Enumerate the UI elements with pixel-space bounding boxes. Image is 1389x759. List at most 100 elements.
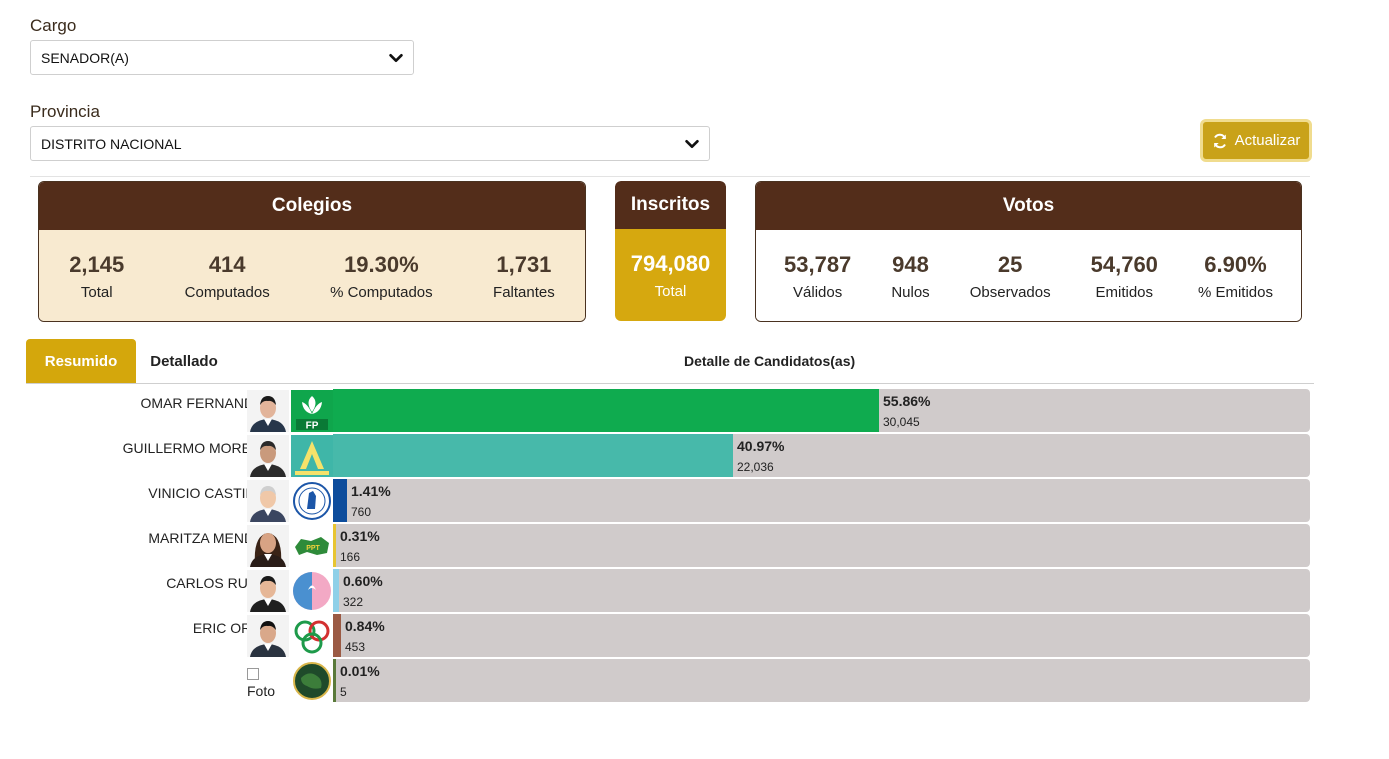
candidate-name: OMAR FERNANDEZ bbox=[140, 395, 272, 411]
candidate-row: GUILLERMO MORENO 40.97% 22,036 bbox=[40, 434, 1310, 478]
vote-count: 322 bbox=[343, 595, 364, 609]
candidate-row: VINICIO CASTILLO 1.41% 760 bbox=[40, 479, 1310, 523]
vote-bar-fill bbox=[333, 434, 733, 477]
stat-value: 25 bbox=[997, 251, 1023, 277]
vote-percentage: 40.97% bbox=[737, 438, 785, 454]
vote-bar-fill bbox=[333, 569, 339, 612]
colegios-title: Colegios bbox=[39, 182, 585, 230]
stat-label: Total bbox=[80, 283, 113, 301]
candidate-row: CARLOS RUBIO 0.60% 322 bbox=[40, 569, 1310, 613]
vote-bar-fill bbox=[333, 614, 341, 657]
votos-nulos-stat: 948 Nulos bbox=[891, 252, 929, 301]
stat-label: Computados bbox=[184, 283, 270, 301]
candidate-photo bbox=[247, 435, 289, 477]
globe-party-logo-icon bbox=[291, 660, 333, 702]
divider bbox=[30, 176, 1310, 177]
stat-value: 2,145 bbox=[69, 251, 125, 277]
chevron-down-icon bbox=[389, 53, 403, 63]
actualizar-label: Actualizar bbox=[1234, 132, 1301, 149]
svg-text:PPT: PPT bbox=[306, 545, 320, 552]
provincia-select[interactable]: DISTRITO NACIONAL bbox=[30, 126, 710, 161]
votos-emitidos-stat: 54,760 Emitidos bbox=[1091, 252, 1158, 301]
candidate-photo bbox=[247, 570, 289, 612]
vote-percentage: 55.86% bbox=[883, 393, 931, 409]
vote-percentage: 1.41% bbox=[351, 483, 391, 499]
stat-label: Nulos bbox=[891, 283, 930, 301]
detalle-candidatos-title: Detalle de Candidatos(as) bbox=[684, 353, 856, 369]
colegios-total-stat: 2,145 Total bbox=[69, 252, 124, 301]
vote-bar-track bbox=[333, 479, 1310, 522]
stat-label: Faltantes bbox=[493, 283, 555, 301]
stat-label: Observados bbox=[969, 283, 1051, 301]
stat-value: 1,731 bbox=[496, 251, 552, 277]
candidate-photo-broken: Foto bbox=[247, 660, 289, 702]
candidate-row: Foto 0.01% 5 bbox=[40, 659, 1310, 703]
refresh-icon bbox=[1213, 133, 1226, 148]
vote-count: 453 bbox=[345, 640, 366, 654]
votos-title: Votos bbox=[756, 182, 1301, 230]
votos-validos-stat: 53,787 Válidos bbox=[784, 252, 851, 301]
stat-value: 19.30% bbox=[344, 251, 419, 277]
tab-resumido[interactable]: Resumido bbox=[26, 339, 136, 383]
alianza-pais-logo-icon bbox=[291, 435, 333, 477]
votos-pct-emitidos-stat: 6.90% % Emitidos bbox=[1198, 252, 1273, 301]
vote-count: 30,045 bbox=[883, 415, 920, 429]
colegios-faltantes-stat: 1,731 Faltantes bbox=[493, 252, 555, 301]
inscritos-card: Inscritos 794,080 Total bbox=[615, 181, 726, 322]
vote-bar-fill bbox=[333, 389, 879, 432]
vote-bar-fill bbox=[333, 524, 336, 567]
colegios-card: Colegios 2,145 Total 414 Computados 19.30%… bbox=[38, 181, 586, 322]
vote-count: 760 bbox=[351, 505, 372, 519]
candidate-photo bbox=[247, 480, 289, 522]
fp-party-logo-icon: FP bbox=[291, 390, 333, 432]
stat-value: 54,760 bbox=[1090, 251, 1158, 277]
stat-value: 6.90% bbox=[1204, 251, 1267, 277]
provincia-selected-value: DISTRITO NACIONAL bbox=[41, 135, 182, 152]
stat-label: % Emitidos bbox=[1197, 283, 1273, 301]
vote-count: 5 bbox=[340, 685, 347, 699]
inscritos-title: Inscritos bbox=[615, 181, 726, 229]
vote-bar-track bbox=[333, 614, 1310, 657]
stat-label: Válidos bbox=[793, 283, 843, 301]
svg-text:FP: FP bbox=[306, 421, 319, 432]
provincia-label: Provincia bbox=[30, 102, 100, 121]
candidate-row: ERIC ORTIZ 0.84% 453 bbox=[40, 614, 1310, 658]
stat-value: 794,080 bbox=[630, 250, 711, 276]
cargo-label: Cargo bbox=[30, 16, 77, 35]
chevron-down-icon bbox=[685, 139, 699, 149]
map-party-logo-icon: PPT bbox=[291, 525, 333, 567]
stat-label: Total bbox=[654, 282, 687, 300]
candidate-photo bbox=[247, 525, 289, 567]
vote-percentage: 0.01% bbox=[340, 663, 380, 679]
circle-party-logo-icon bbox=[291, 570, 333, 612]
inscritos-total-stat: 794,080 Total bbox=[631, 251, 711, 300]
vote-percentage: 0.84% bbox=[345, 618, 385, 634]
vote-bar-track bbox=[333, 524, 1310, 567]
vote-bar-track bbox=[333, 569, 1310, 612]
vote-bar-track bbox=[333, 659, 1310, 702]
actualizar-button[interactable]: Actualizar bbox=[1200, 119, 1312, 162]
rings-party-logo-icon bbox=[291, 615, 333, 657]
vote-percentage: 0.60% bbox=[343, 573, 383, 589]
stat-label: % Computados bbox=[330, 283, 433, 301]
stat-label: Emitidos bbox=[1095, 283, 1154, 301]
fnp-seal-logo-icon bbox=[291, 480, 333, 522]
candidate-name: CARLOS RUBIO bbox=[166, 575, 272, 591]
vote-percentage: 0.31% bbox=[340, 528, 380, 544]
cargo-select[interactable]: SENADOR(A) bbox=[30, 40, 414, 75]
candidate-name: GUILLERMO MORENO bbox=[122, 440, 272, 456]
votos-card: Votos 53,787 Válidos 948 Nulos 25 Observado… bbox=[755, 181, 1302, 322]
votos-observados-stat: 25 Observados bbox=[970, 252, 1051, 301]
candidate-name: VINICIO CASTILLO bbox=[148, 485, 272, 501]
cargo-selected-value: SENADOR(A) bbox=[41, 49, 129, 66]
candidate-row: OMAR FERNANDEZ FP 55.86% 30,045 bbox=[40, 389, 1310, 433]
candidate-photo bbox=[247, 615, 289, 657]
vote-bar-fill bbox=[333, 479, 347, 522]
vote-count: 166 bbox=[340, 550, 361, 564]
stat-value: 414 bbox=[208, 251, 246, 277]
tabs-divider bbox=[26, 383, 1314, 384]
candidate-row: MARITZA MENDEZ PPT 0.31% 166 bbox=[40, 524, 1310, 568]
colegios-pct-computados-stat: 19.30% % Computados bbox=[330, 252, 433, 301]
tab-detallado[interactable]: Detallado bbox=[150, 352, 218, 370]
vote-bar-fill bbox=[333, 659, 336, 702]
